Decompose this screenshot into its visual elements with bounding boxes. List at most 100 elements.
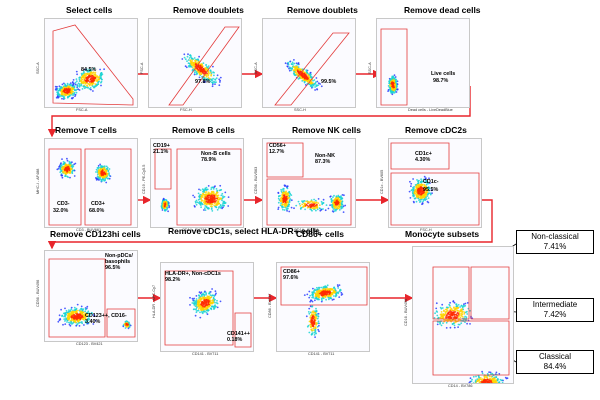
flow-arrow-icon [47,199,493,250]
subset-percent: 7.41% [543,242,567,251]
x-axis-label: CD123 - BV421 [76,342,103,346]
x-axis-label: FSC-H [420,228,432,232]
gate-label: 95.5% [423,187,439,193]
gate [274,32,350,106]
gate [154,148,172,190]
flow-plot-1: 84.5% [44,18,138,108]
x-axis-label: CD14 - BV786 [182,228,207,232]
gate-label: HLA-DR+, Non-cDC1s [165,271,221,277]
flow-plot-6: CD19+ 21.1% Non-B cells 78.9% [150,138,244,228]
gate [176,148,242,226]
scatter-plot [266,142,352,226]
y-axis-label: HLA-DR - APC-Cy7 [152,284,156,318]
gate [106,308,136,338]
subset-name: Classical [538,352,571,361]
scatter-plot [274,32,350,106]
subset-callout: Non-classical 7.41% [516,230,594,254]
gate-label: CD3- [57,201,70,207]
panel-title: Remove B cells [172,125,235,135]
x-axis-label: Dead cells - LiveDeadBlue [408,108,453,112]
panel-title: Remove doublets [287,5,358,15]
gate-label: 68.0% [89,208,105,214]
gate-label: Non-B cells [201,151,231,157]
x-axis-label: CD14 - BV786 [448,384,473,388]
y-axis-label: MHC-I - AF488 [36,168,40,194]
gate-label: Live cells [431,71,456,77]
subset-percent: 84.4% [543,362,567,371]
panel-title: Remove CD123hi cells [50,229,141,239]
gate-label: 87.3% [315,159,331,165]
gate [432,266,470,320]
flow-plot-2: 97.8% [148,18,242,108]
gate-label: 97.8% [195,79,211,85]
panel-title: Remove doublets [173,5,244,15]
panel-title: Select cells [66,5,113,15]
y-axis-label: CD56 - BUV563 [254,166,258,194]
flow-plot-9: Non-pDCs/basophils 96.5% CD123++, CD16- 3.4… [44,250,138,342]
gate [234,312,252,348]
y-axis-label: SSC-A [36,62,40,74]
x-axis-label: SSC-H [294,108,306,112]
gate-label: 32.0% [53,208,69,214]
panel-title: Remove cDC2s [405,125,467,135]
y-axis-label: CD19 - PE-Cy5.5 [142,164,146,194]
panel-title: CD86+ cells [296,229,344,239]
flow-plot-3: 99.5% [262,18,356,108]
scatter-plot [390,142,480,226]
gate-label: Non-NK [315,153,336,159]
gate-label: 96.5% [105,265,121,271]
gate-label: 99.5% [321,79,337,85]
gate-label: CD86+ [283,269,300,275]
gate [380,28,408,106]
gate-label: 84.5% [81,67,97,73]
flow-plot-12 [412,246,514,384]
gate [266,142,304,178]
gate-label: 98.2% [165,277,181,283]
y-axis-label: SSC-A [368,62,372,74]
gate [168,26,240,106]
gate-label: 78.9% [201,157,217,163]
gate [164,270,234,346]
flow-plot-8: CD1c+ 4.30% CD1c- 95.5% [388,138,482,228]
x-axis-label: FSC-A [76,108,88,112]
subset-name: Non-classical [531,232,579,241]
gate-label: Non-pDCs/ [105,253,133,259]
gate [48,258,106,338]
flow-arrow-icon [47,86,471,138]
gate-label: 12.7% [269,149,285,155]
panel-title: Remove NK cells [292,125,361,135]
gate [52,24,134,106]
gate [280,266,368,306]
gate [390,172,480,226]
x-axis-label: CD3 - BUV661 [76,228,102,232]
flow-plot-10: HLA-DR+, Non-cDC1s 98.2% CD141++ 0.18% [160,262,254,352]
gate-label: CD19+ [153,143,170,149]
scatter-plot [48,148,132,226]
subset-name: Intermediate [532,300,578,309]
gate-label: 0.18% [227,337,243,343]
scatter-plot [48,258,136,338]
gate [48,148,82,226]
gate [266,178,352,226]
scatter-plot [52,24,134,106]
subset-callout: Classical 84.4% [516,350,594,374]
gate [470,266,510,320]
y-axis-label: CD1c - BV605 [380,169,384,194]
y-axis-label: CD56 - BUV496 [36,279,40,307]
scatter-plot [154,148,242,226]
gate-label: 97.6% [283,275,299,281]
panel-title: Monocyte subsets [405,229,480,239]
gate-label: CD1c- [423,179,439,185]
scatter-plot [168,26,240,106]
gate-label: 98.7% [433,78,449,84]
subset-percent: 7.42% [543,310,567,319]
gate-label: 4.30% [415,157,431,163]
gate-label: 3.40% [85,319,101,325]
flow-plot-4: Live cells 98.7% [376,18,470,108]
flow-plot-5: CD3- 32.0% CD3+ 68.0% [44,138,138,228]
flow-plot-11: CD86+ 97.6% [276,262,370,352]
gate [84,148,132,226]
y-axis-label: SSC-A [254,62,258,74]
